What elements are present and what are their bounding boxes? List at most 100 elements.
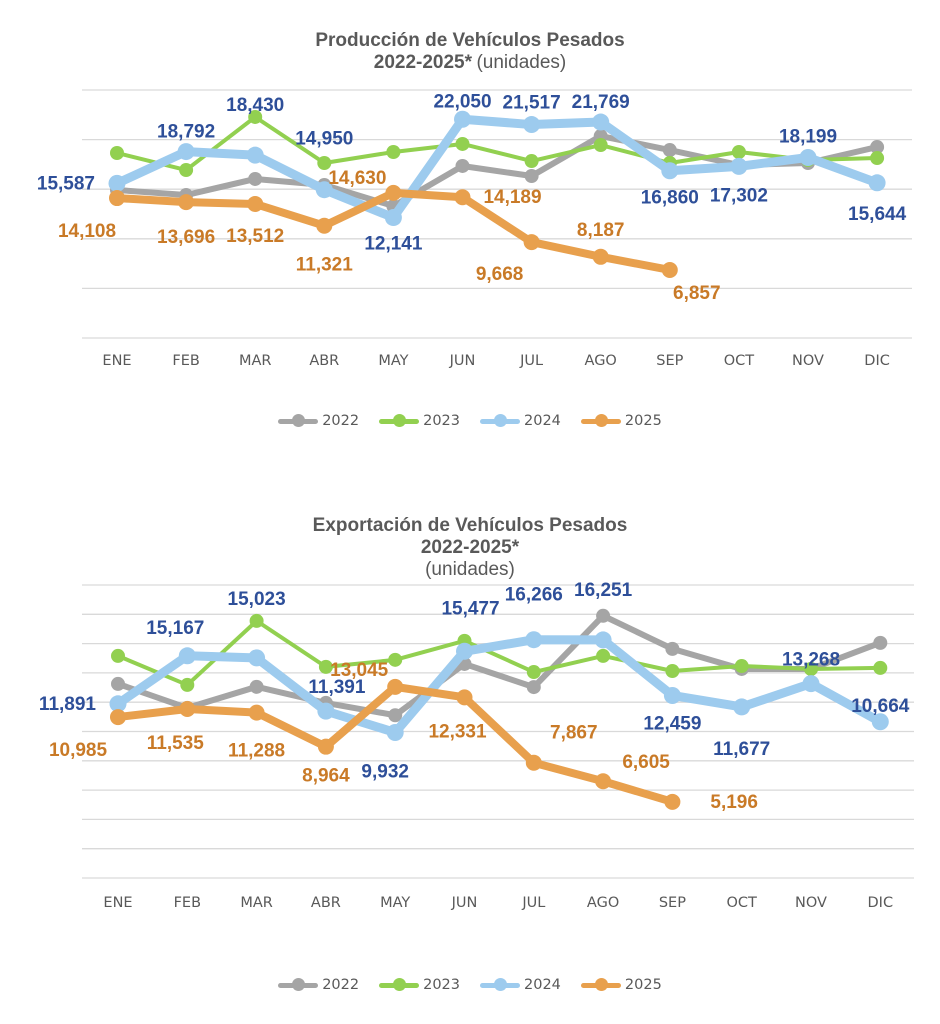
data-point-2023[interactable] xyxy=(734,659,749,674)
data-point-2025[interactable] xyxy=(179,701,196,718)
data-point-2024[interactable] xyxy=(594,631,612,649)
data-point-2024[interactable] xyxy=(248,649,266,667)
legend-item-2024[interactable]: 2024 xyxy=(480,977,561,993)
data-point-2024[interactable] xyxy=(456,642,473,660)
data-point-2024[interactable] xyxy=(108,174,126,192)
data-point-2025[interactable] xyxy=(317,738,334,755)
data-point-2024[interactable] xyxy=(177,143,195,161)
data-point-2024[interactable] xyxy=(525,631,543,649)
data-point-2025[interactable] xyxy=(592,248,609,265)
data-point-2024[interactable] xyxy=(386,723,404,741)
data-point-2022[interactable] xyxy=(455,158,470,173)
data-point-2022[interactable] xyxy=(388,708,403,723)
data-point-2023[interactable] xyxy=(180,677,195,692)
legend-label-2025: 2025 xyxy=(624,977,662,993)
data-point-2025[interactable] xyxy=(385,184,402,201)
data-point-2024[interactable] xyxy=(663,686,681,704)
data-point-2024[interactable] xyxy=(802,675,820,693)
data-point-2025[interactable] xyxy=(523,234,540,251)
legend-item-2022[interactable]: 2022 xyxy=(278,977,359,993)
data-point-2022[interactable] xyxy=(111,676,125,691)
data-point-2023[interactable] xyxy=(731,145,746,159)
data-point-2024[interactable] xyxy=(733,698,751,716)
data-point-2023[interactable] xyxy=(318,659,333,674)
data-point-2022[interactable] xyxy=(526,680,541,695)
data-label-2024: 12,141 xyxy=(364,234,423,255)
data-point-2023[interactable] xyxy=(249,613,264,628)
data-point-2022[interactable] xyxy=(248,171,263,186)
data-point-2023[interactable] xyxy=(804,661,818,676)
data-label-2025: 10,985 xyxy=(49,740,108,761)
data-point-2025[interactable] xyxy=(109,190,125,207)
data-point-2025[interactable] xyxy=(110,709,126,726)
data-point-2024[interactable] xyxy=(871,713,889,731)
data-point-2023[interactable] xyxy=(179,163,194,178)
legend-item-2025[interactable]: 2025 xyxy=(580,977,662,993)
data-point-2023[interactable] xyxy=(388,652,403,667)
data-label-2024: 16,860 xyxy=(641,188,699,209)
data-point-2025[interactable] xyxy=(664,793,681,810)
data-point-2024[interactable] xyxy=(454,110,471,128)
legend-item-2025[interactable]: 2025 xyxy=(580,413,662,429)
data-point-2025[interactable] xyxy=(316,217,333,234)
data-label-2024: 13,268 xyxy=(782,650,840,671)
export-title-line1: Exportación de Vehículos Pesados xyxy=(312,515,628,536)
data-point-2023[interactable] xyxy=(111,648,125,663)
data-label-2024: 18,199 xyxy=(779,126,837,147)
data-point-2023[interactable] xyxy=(524,154,539,169)
data-point-2024[interactable] xyxy=(315,181,333,199)
data-point-2022[interactable] xyxy=(870,140,885,155)
data-label-2024: 21,769 xyxy=(572,92,630,113)
data-point-2025[interactable] xyxy=(595,773,612,790)
data-point-2025[interactable] xyxy=(387,678,404,695)
data-point-2024[interactable] xyxy=(661,162,679,180)
series-2025 xyxy=(109,184,678,278)
data-point-2023[interactable] xyxy=(870,151,885,166)
data-point-2023[interactable] xyxy=(455,136,470,151)
export-chart: Exportación de Vehículos Pesados 2022-20… xyxy=(0,505,940,1024)
data-point-2023[interactable] xyxy=(593,138,608,153)
data-point-2023[interactable] xyxy=(665,663,680,678)
legend-item-2022[interactable]: 2022 xyxy=(278,413,359,429)
data-point-2022[interactable] xyxy=(249,679,264,694)
data-point-2022[interactable] xyxy=(596,608,611,623)
export-chart-title: Exportación de Vehículos Pesados 2022-20… xyxy=(0,515,940,581)
data-point-2025[interactable] xyxy=(178,194,195,211)
data-point-2024[interactable] xyxy=(523,116,541,134)
data-point-2022[interactable] xyxy=(873,635,888,650)
data-point-2024[interactable] xyxy=(246,146,264,164)
data-point-2024[interactable] xyxy=(592,113,610,131)
legend-item-2024[interactable]: 2024 xyxy=(480,413,561,429)
data-point-2024[interactable] xyxy=(384,209,402,227)
data-point-2024[interactable] xyxy=(730,157,748,175)
data-point-2025[interactable] xyxy=(454,189,471,206)
data-point-2024[interactable] xyxy=(317,702,335,720)
data-label-2024: 9,932 xyxy=(361,761,409,782)
production-chart: Producción de Vehículos Pesados 2022-202… xyxy=(0,0,940,500)
data-point-2025[interactable] xyxy=(247,195,264,212)
data-point-2025[interactable] xyxy=(661,261,678,278)
data-point-2023[interactable] xyxy=(248,109,263,124)
data-point-2024[interactable] xyxy=(178,647,196,665)
data-point-2023[interactable] xyxy=(526,665,541,680)
data-point-2022[interactable] xyxy=(665,641,680,656)
data-point-2024[interactable] xyxy=(868,174,886,192)
legend-item-2023[interactable]: 2023 xyxy=(379,413,460,429)
data-point-2023[interactable] xyxy=(596,648,611,663)
data-label-2025: 14,108 xyxy=(58,221,116,242)
data-point-2025[interactable] xyxy=(248,704,265,721)
data-point-2025[interactable] xyxy=(456,689,473,706)
data-label-2025: 14,630 xyxy=(328,168,386,189)
data-point-2022[interactable] xyxy=(524,169,539,184)
data-point-2025[interactable] xyxy=(525,754,542,771)
legend-item-2023[interactable]: 2023 xyxy=(379,977,460,993)
data-point-2023[interactable] xyxy=(110,145,124,160)
export-title-years: 2022-2025* xyxy=(420,537,520,558)
data-point-2024[interactable] xyxy=(799,148,817,166)
data-point-2023[interactable] xyxy=(873,660,888,675)
data-point-2023[interactable] xyxy=(386,145,401,159)
data-point-2023[interactable] xyxy=(317,156,332,171)
legend-label-2024: 2024 xyxy=(524,977,561,993)
data-point-2022[interactable] xyxy=(662,143,677,158)
data-point-2024[interactable] xyxy=(109,695,127,713)
